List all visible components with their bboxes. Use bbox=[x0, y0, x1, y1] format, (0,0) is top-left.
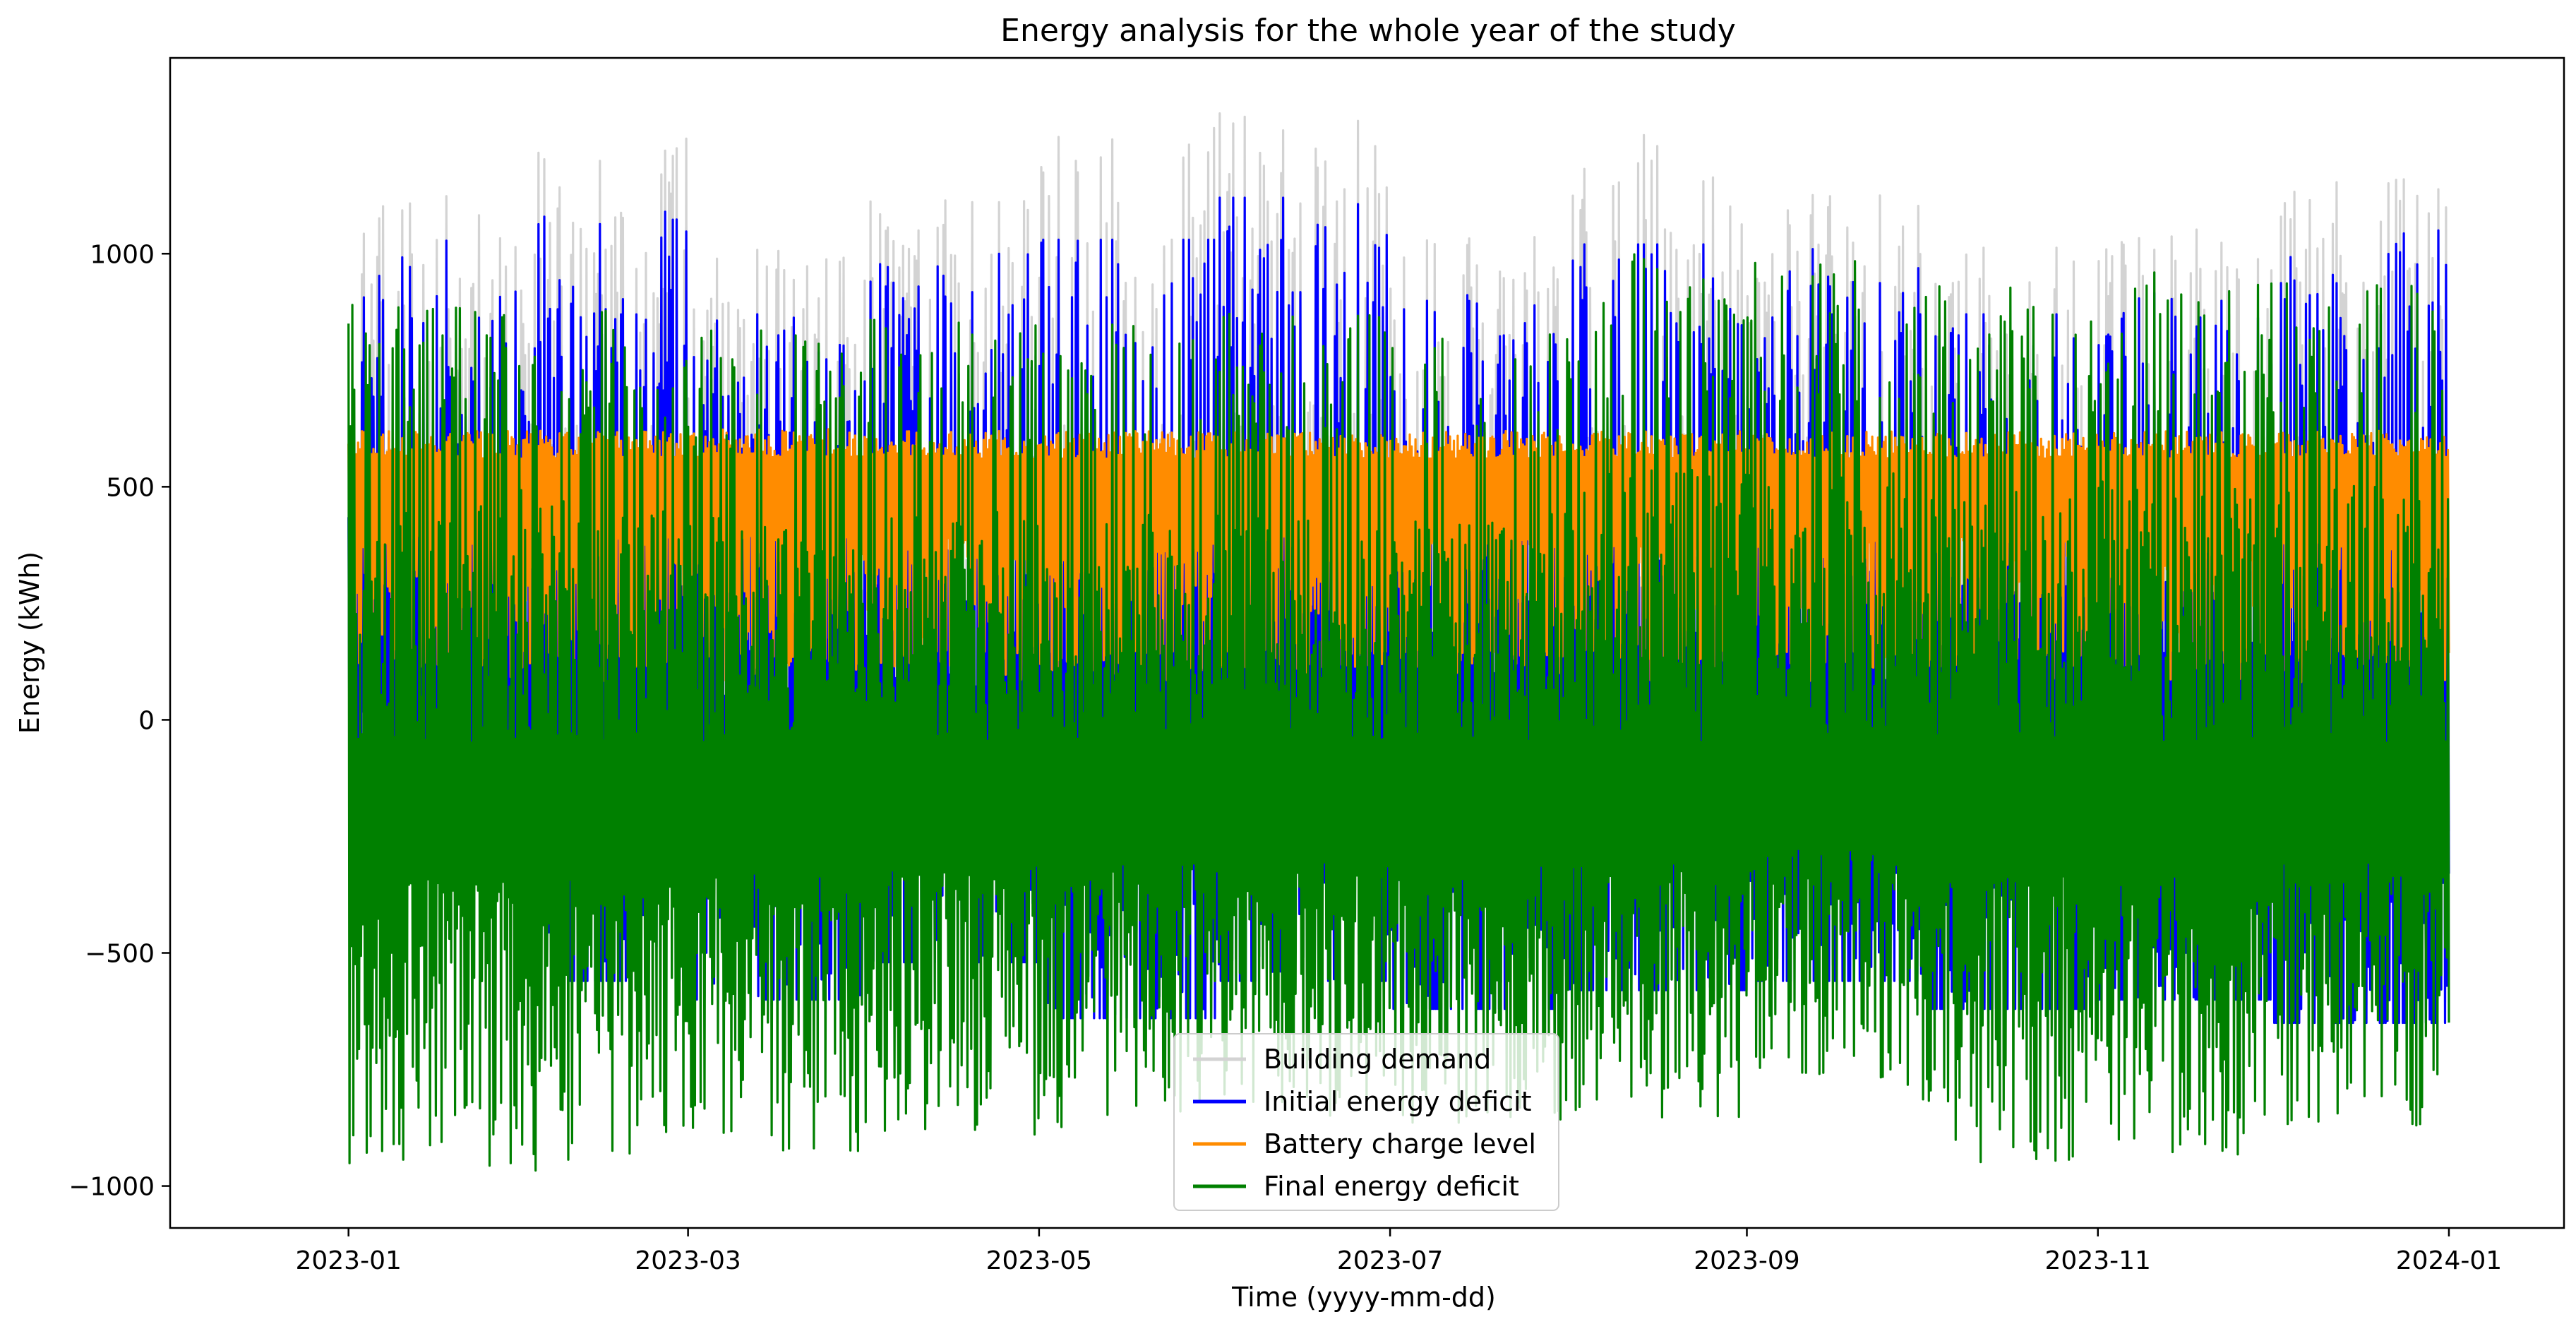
legend: Building demand Initial energy deficit Bat… bbox=[1173, 1033, 1559, 1211]
legend-label: Building demand bbox=[1264, 1044, 1491, 1075]
series-layer bbox=[347, 112, 2450, 1172]
x-tick-label: 2023-05 bbox=[986, 1246, 1092, 1275]
x-tick-label: 2023-01 bbox=[295, 1246, 401, 1275]
x-axis: 2023-01 2023-03 2023-05 2023-07 2023-09 2023-… bbox=[295, 1228, 2502, 1275]
y-tick-label: −500 bbox=[85, 940, 155, 969]
x-tick-label: 2023-07 bbox=[1337, 1246, 1443, 1275]
x-tick-label: 2024-01 bbox=[2396, 1246, 2502, 1275]
legend-frame bbox=[1173, 1033, 1559, 1211]
series-line-final-energy-deficit bbox=[347, 253, 2450, 1172]
y-axis: 1000 500 0 −500 −1000 bbox=[68, 240, 170, 1202]
legend-label: Initial energy deficit bbox=[1264, 1086, 1532, 1117]
y-tick-label: 500 bbox=[106, 473, 155, 502]
x-tick-label: 2023-11 bbox=[2045, 1246, 2151, 1275]
chart-title: Energy analysis for the whole year of th… bbox=[1000, 13, 1736, 49]
y-tick-label: 0 bbox=[138, 706, 155, 735]
y-tick-label: 1000 bbox=[90, 240, 155, 269]
plot-frame bbox=[169, 56, 2565, 1229]
y-axis-label: Energy (kWh) bbox=[14, 551, 45, 734]
legend-label: Final energy deficit bbox=[1264, 1171, 1519, 1202]
x-axis-label: Time (yyyy-mm-dd) bbox=[1231, 1282, 1496, 1313]
plot-area bbox=[169, 56, 2565, 1229]
legend-label: Battery charge level bbox=[1264, 1128, 1536, 1159]
y-tick-label: −1000 bbox=[68, 1173, 155, 1202]
x-tick-label: 2023-03 bbox=[635, 1246, 741, 1275]
x-tick-label: 2023-09 bbox=[1694, 1246, 1799, 1275]
